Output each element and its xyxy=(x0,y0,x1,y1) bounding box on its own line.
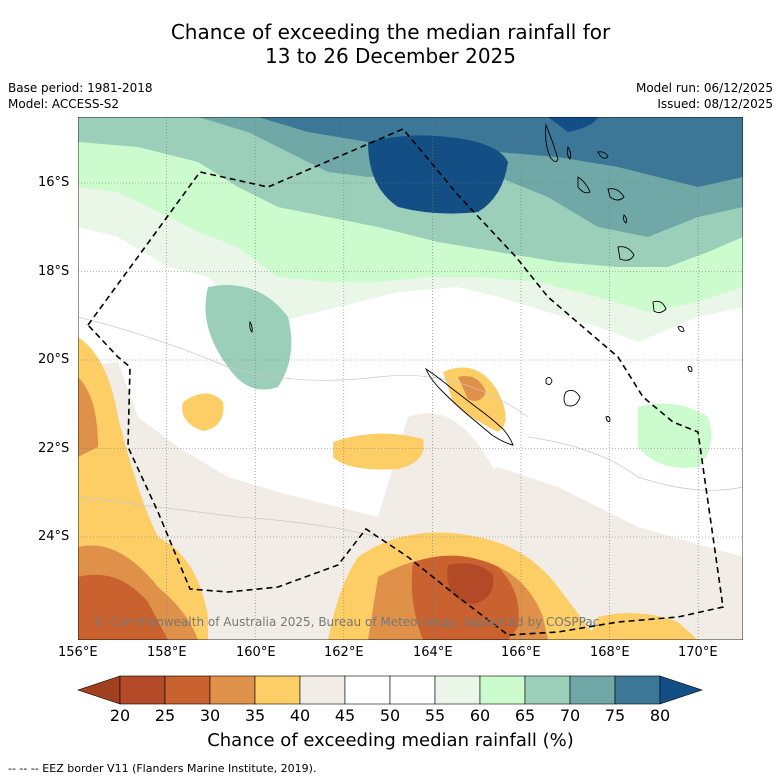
colorbar-segment xyxy=(434,675,481,705)
lon-label-166e: 166°E xyxy=(501,645,541,660)
colorbar-tick-label: 75 xyxy=(604,706,626,725)
coastlines xyxy=(249,123,693,446)
lon-label-168e: 168°E xyxy=(590,645,630,660)
colorbar-tick-label: 30 xyxy=(199,706,221,725)
gridlines xyxy=(78,117,743,640)
eez-legend: -- -- -- EEZ border V11 (Flanders Marine… xyxy=(8,762,317,775)
colorbar-segment xyxy=(164,675,211,705)
colorbar-segment xyxy=(209,675,256,705)
colorbar-segment xyxy=(119,675,166,705)
shade-25-30 xyxy=(78,574,168,640)
copyright-text: © Commonwealth of Australia 2025, Bureau… xyxy=(94,615,599,629)
shade-above-80 xyxy=(368,135,508,214)
base-period: Base period: 1981-2018 xyxy=(8,81,153,95)
shade-20-25 xyxy=(447,563,494,604)
colorbar-segment xyxy=(344,675,391,705)
colorbar-tick-label: 35 xyxy=(244,706,266,725)
eez-border xyxy=(86,128,724,636)
vanuatu xyxy=(545,123,559,162)
colorbar-tick-label: 80 xyxy=(649,706,671,725)
colorbar-tick-label: 25 xyxy=(154,706,176,725)
colorbar-tick-label: 20 xyxy=(109,706,131,725)
colorbar-tick-label: 60 xyxy=(469,706,491,725)
lon-label-158e: 158°E xyxy=(147,645,187,660)
colorbar xyxy=(77,675,703,705)
lon-label-156e: 156°E xyxy=(58,645,98,660)
lat-label-18s: 18°S xyxy=(38,264,70,279)
lon-label-170e: 170°E xyxy=(678,645,718,660)
shade-30-35 xyxy=(78,377,98,457)
colorbar-title: Chance of exceeding median rainfall (%) xyxy=(207,730,574,751)
issued-date: Issued: 08/12/2025 xyxy=(657,97,773,111)
colorbar-segment xyxy=(254,675,301,705)
colorbar-segment xyxy=(524,675,571,705)
model-run: Model run: 06/12/2025 xyxy=(635,81,773,95)
colorbar-tick-label: 45 xyxy=(334,706,356,725)
colorbar-tick-label: 40 xyxy=(289,706,311,725)
colorbar-segment xyxy=(614,675,661,705)
lat-label-22s: 22°S xyxy=(38,441,70,456)
colorbar-segment xyxy=(569,675,616,705)
colorbar-segment xyxy=(479,675,526,705)
shade-75-80 xyxy=(258,117,743,187)
rainfall-map: © Commonwealth of Australia 2025, Bureau… xyxy=(78,117,743,640)
colorbar-segment xyxy=(389,675,436,705)
lon-label-164e: 164°E xyxy=(413,645,453,660)
lon-label-160e: 160°E xyxy=(236,645,276,660)
page-title-line1: Chance of exceeding the median rainfall … xyxy=(170,20,611,44)
colorbar-tick-label: 70 xyxy=(559,706,581,725)
colorbar-arrow-low xyxy=(77,675,121,705)
colorbar-arrow-high xyxy=(659,675,703,705)
colorbar-segment xyxy=(299,675,346,705)
colorbar-tick-label: 50 xyxy=(379,706,401,725)
lon-label-162e: 162°E xyxy=(324,645,364,660)
page-title-line2: 13 to 26 December 2025 xyxy=(264,44,516,68)
lat-label-16s: 16°S xyxy=(38,175,70,190)
model-name: Model: ACCESS-S2 xyxy=(8,97,120,111)
colorbar-tick-label: 55 xyxy=(424,706,446,725)
lat-label-20s: 20°S xyxy=(38,352,70,367)
lat-label-24s: 24°S xyxy=(38,529,70,544)
colorbar-tick-label: 65 xyxy=(514,706,536,725)
new-caledonia xyxy=(425,367,514,446)
